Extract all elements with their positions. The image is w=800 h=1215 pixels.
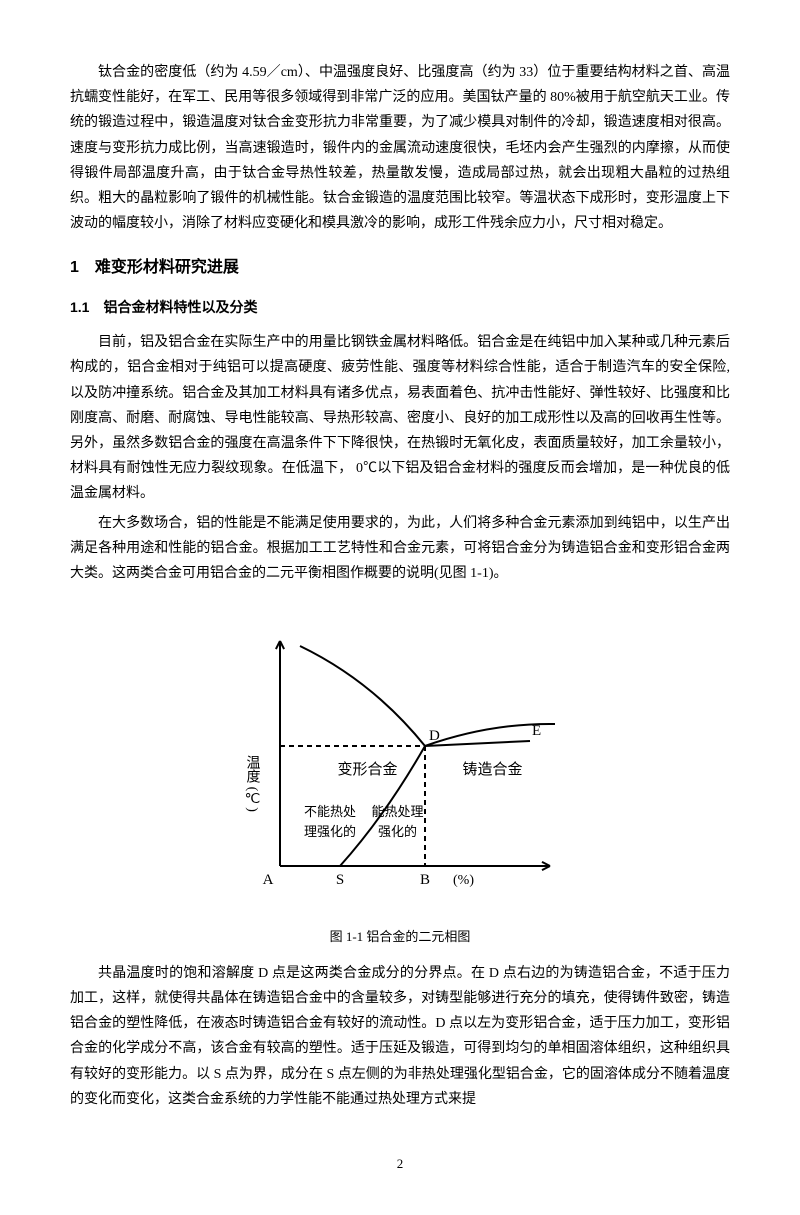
svg-text:理强化的: 理强化的 xyxy=(304,824,356,839)
svg-text:不能热处: 不能热处 xyxy=(304,804,356,819)
after-figure-paragraph: 共晶温度时的饱和溶解度 D 点是这两类合金成分的分界点。在 D 点右边的为铸造铝… xyxy=(70,961,730,1112)
svg-text:温度 (℃): 温度 (℃) xyxy=(245,755,261,812)
figure-1-1-caption: 图 1-1 铝合金的二元相图 xyxy=(70,925,730,948)
page-number: 2 xyxy=(70,1152,730,1175)
svg-text:E: E xyxy=(532,723,541,739)
svg-text:D: D xyxy=(429,728,440,744)
svg-text:能热处理: 能热处理 xyxy=(371,804,423,819)
heading-1: 1 难变形材料研究进展 xyxy=(70,254,730,283)
svg-text:A: A xyxy=(263,872,274,888)
svg-text:强化的: 强化的 xyxy=(378,824,417,839)
section-1-1-para-a: 目前，铝及铝合金在实际生产中的用量比钢铁金属材料略低。铝合金是在纯铝中加入某种或… xyxy=(70,330,730,506)
svg-text:变形合金: 变形合金 xyxy=(337,761,397,778)
svg-text:S: S xyxy=(336,872,344,888)
heading-1-1: 1.1 铝合金材料特性以及分类 xyxy=(70,295,730,320)
phase-diagram-svg: D E A S B (%) 变形合金 铸造合金不能热处理强化的能热处理强化的 温度 (℃) xyxy=(220,616,580,906)
svg-text:铸造合金: 铸造合金 xyxy=(462,761,522,778)
section-1-1-para-b: 在大多数场合，铝的性能是不能满足使用要求的，为此，人们将多种合金元素添加到纯铝中… xyxy=(70,511,730,587)
svg-text:(%): (%) xyxy=(453,873,474,888)
figure-1-1: D E A S B (%) 变形合金 铸造合金不能热处理强化的能热处理强化的 温度 (℃) xyxy=(70,616,730,915)
intro-paragraph: 钛合金的密度低（约为 4.59／cm）、中温强度良好、比强度高（约为 33）位于… xyxy=(70,60,730,236)
svg-text:B: B xyxy=(420,872,430,888)
